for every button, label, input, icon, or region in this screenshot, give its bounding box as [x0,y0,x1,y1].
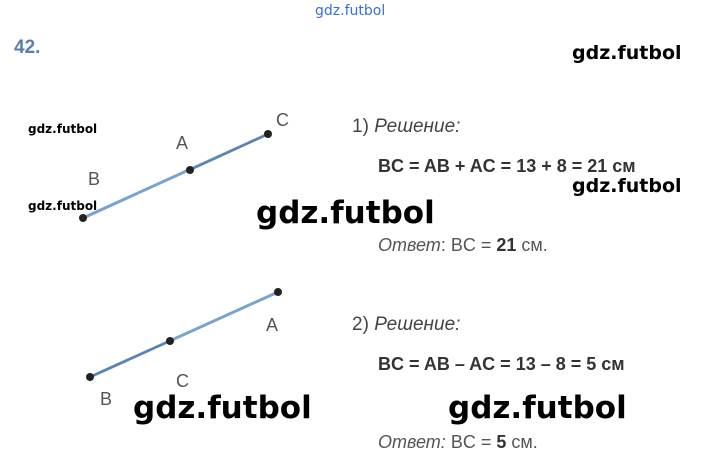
equation: BC = AB – AC = 13 – 8 = 5 см [378,354,625,374]
segment [89,340,171,378]
heading: Решение: [374,116,461,137]
exercise-number: 42. [14,37,41,58]
watermark: gdz.futbol [28,199,98,213]
point-label: B [88,169,100,189]
watermark: gdz.futbol [448,390,627,426]
watermark: gdz.futbol [315,3,386,19]
answer-unit: см. [521,235,548,255]
answer-value: 21 [496,235,517,255]
answer: Ответ: BC = 21 см. [378,236,548,254]
point-label: C [176,371,189,391]
solution-number: 1) [352,116,369,137]
watermark: gdz.futbol [28,122,98,136]
figure-1: B A C [79,110,289,222]
equation: BC = AB + AC = 13 + 8 = 21 см [378,156,636,176]
point [79,214,87,222]
figure-2: B C A [86,288,282,409]
watermark: gdz.futbol [572,175,682,197]
answer-unit: см. [511,432,538,452]
answer-value: 5 [496,432,507,452]
answer-prefix: BC = [450,432,492,452]
answer-label: Ответ [378,235,441,255]
point [166,337,174,345]
point-label: C [276,110,289,130]
solution-number: 2) [352,314,369,335]
point-label: A [266,315,278,335]
watermark: gdz.futbol [256,195,435,231]
point [86,373,94,381]
point-label: B [100,389,112,409]
answer-label: Ответ: [378,432,446,452]
answer-prefix: : BC = [440,235,492,255]
point [186,166,194,174]
point-label: A [176,133,188,153]
watermark: gdz.futbol [133,390,312,426]
watermark: gdz.futbol [572,42,682,64]
point [274,288,282,296]
point [264,130,272,138]
solution-heading: 2) Решение: [352,315,460,334]
solution-heading: 1) Решение: [352,117,460,136]
segment [189,133,269,171]
heading: Решение: [374,314,461,335]
answer: Ответ: BC = 5 см. [378,433,538,451]
